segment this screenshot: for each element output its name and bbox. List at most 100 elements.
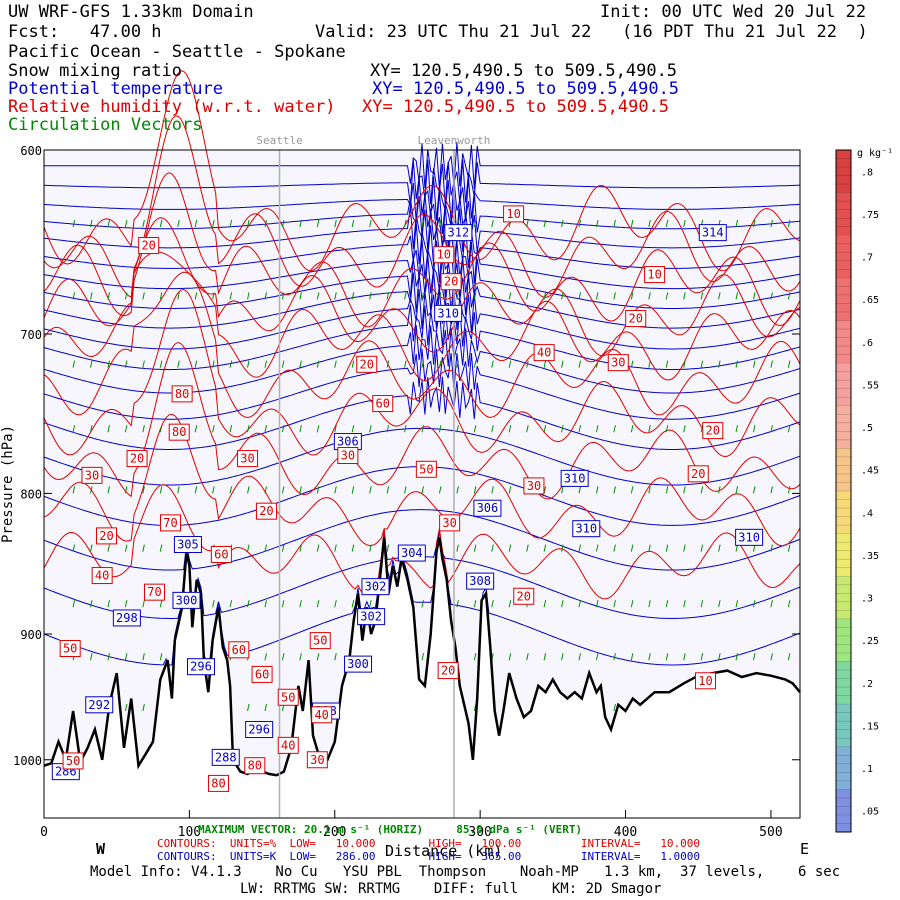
circulation-vector — [159, 600, 163, 608]
theta-contour-0 — [44, 142, 800, 190]
colorbar-tick-label: .5 — [861, 423, 873, 434]
rh-label: 50 — [313, 634, 327, 648]
circulation-vector — [473, 292, 477, 300]
field-xy-snow: XY= 120.5,490.5 to 509.5,490.5 — [370, 61, 678, 81]
rh-label: 10 — [698, 674, 712, 688]
rh-label-box — [644, 266, 666, 284]
circulation-vector — [299, 292, 302, 300]
circulation-vector — [72, 486, 76, 494]
circulation-vector — [212, 486, 215, 494]
circulation-vector — [473, 544, 477, 552]
circulation-vector — [613, 703, 616, 712]
circulation-vector — [247, 219, 250, 228]
circulation-vector — [369, 219, 372, 228]
rh-label-box — [81, 466, 103, 484]
circulation-vector — [456, 425, 459, 433]
circulation-vector — [683, 544, 686, 552]
circulation-vector — [438, 292, 442, 300]
circulation-vector — [229, 425, 233, 433]
rh-label-box — [625, 310, 647, 328]
circulation-vector — [351, 292, 355, 300]
rh-contour-2 — [43, 172, 801, 328]
circulation-vector — [124, 486, 128, 494]
circulation-vector — [281, 425, 285, 433]
circulation-vector — [299, 600, 302, 608]
circulation-vector — [334, 600, 337, 608]
circulation-vector — [299, 425, 302, 433]
circulation-vector — [578, 425, 582, 433]
circulation-vector — [386, 292, 390, 300]
colorbar-segment — [836, 320, 851, 364]
circulation-vector — [316, 360, 320, 368]
circulation-vector — [404, 360, 407, 368]
circulation-vector — [665, 425, 669, 433]
theta-label: 310 — [437, 306, 459, 320]
circulation-vector — [665, 544, 669, 552]
theta-label: 288 — [215, 750, 237, 764]
y-tick-label: 900 — [20, 628, 42, 642]
rh-label-box — [277, 736, 299, 754]
circulation-vector — [508, 425, 512, 433]
circulation-vector — [386, 544, 390, 552]
colorbar-tick-label: .6 — [861, 338, 873, 349]
rh-label: 30 — [341, 449, 355, 463]
circulation-vector — [561, 544, 564, 552]
circulation-vector — [264, 600, 267, 608]
theta-label-box — [344, 655, 373, 673]
circulation-vector — [700, 653, 704, 661]
circulation-vector — [787, 600, 791, 608]
x-axis-label: Distance (km) — [385, 842, 503, 860]
circulation-vector — [578, 292, 582, 300]
circulation-vector — [369, 292, 372, 300]
field-label-snow: Snow mixing ratio — [8, 61, 182, 81]
terrain-fill — [44, 537, 800, 818]
circulation-vector — [700, 544, 704, 552]
rh-label: 80 — [248, 759, 262, 773]
field-label-rh: Relative humidity (w.r.t. water) — [8, 97, 336, 117]
circulation-vector — [683, 486, 686, 494]
circulation-vector — [752, 425, 756, 433]
rh-label-box — [207, 774, 229, 792]
circulation-vector — [334, 544, 337, 552]
theta-contour-12 — [43, 348, 801, 420]
circulation-vector — [369, 600, 372, 608]
circulation-vector — [683, 219, 686, 228]
colorbar-segment — [836, 192, 851, 236]
colorbar-segment — [836, 277, 851, 321]
circulation-vector — [508, 486, 512, 494]
rh-label: 70 — [163, 516, 177, 530]
circulation-vector — [543, 600, 547, 608]
field-xy-rh: XY= 120.5,490.5 to 509.5,490.5 — [362, 97, 670, 117]
y-tick-label: 800 — [20, 487, 42, 501]
circulation-vector — [229, 600, 233, 608]
circulation-vector — [247, 360, 250, 368]
circulation-vector — [281, 360, 285, 368]
circulation-vector — [281, 486, 285, 494]
circulation-vector — [578, 544, 582, 552]
circulation-vector — [770, 219, 773, 228]
circulation-vector — [386, 219, 390, 228]
rh-label-box — [513, 587, 535, 605]
circulation-vector — [351, 600, 355, 608]
circulation-vector — [107, 486, 110, 494]
theta-label: 300 — [347, 657, 369, 671]
circulation-vector — [718, 544, 721, 552]
circulation-vector — [456, 544, 459, 552]
circulation-vector — [142, 544, 145, 552]
field-xy-theta: XY= 120.5,490.5 to 509.5,490.5 — [372, 79, 680, 99]
circulation-vector — [787, 486, 791, 494]
circulation-vector — [107, 292, 110, 300]
circulation-vector — [107, 219, 110, 228]
circulation-vector — [212, 219, 215, 228]
theta-label: 312 — [448, 226, 470, 240]
colorbar-tick-label: .2 — [861, 679, 873, 690]
rh-label: 20 — [141, 239, 155, 253]
rh-contour-4 — [43, 251, 801, 382]
circulation-vector — [473, 486, 477, 494]
circulation-vector — [456, 486, 459, 494]
theta-label-box — [560, 469, 589, 487]
circulation-vector — [247, 544, 250, 552]
colorbar-tick-label: .35 — [861, 551, 879, 562]
circulation-vector — [264, 292, 267, 300]
rh-label: 40 — [314, 708, 328, 722]
